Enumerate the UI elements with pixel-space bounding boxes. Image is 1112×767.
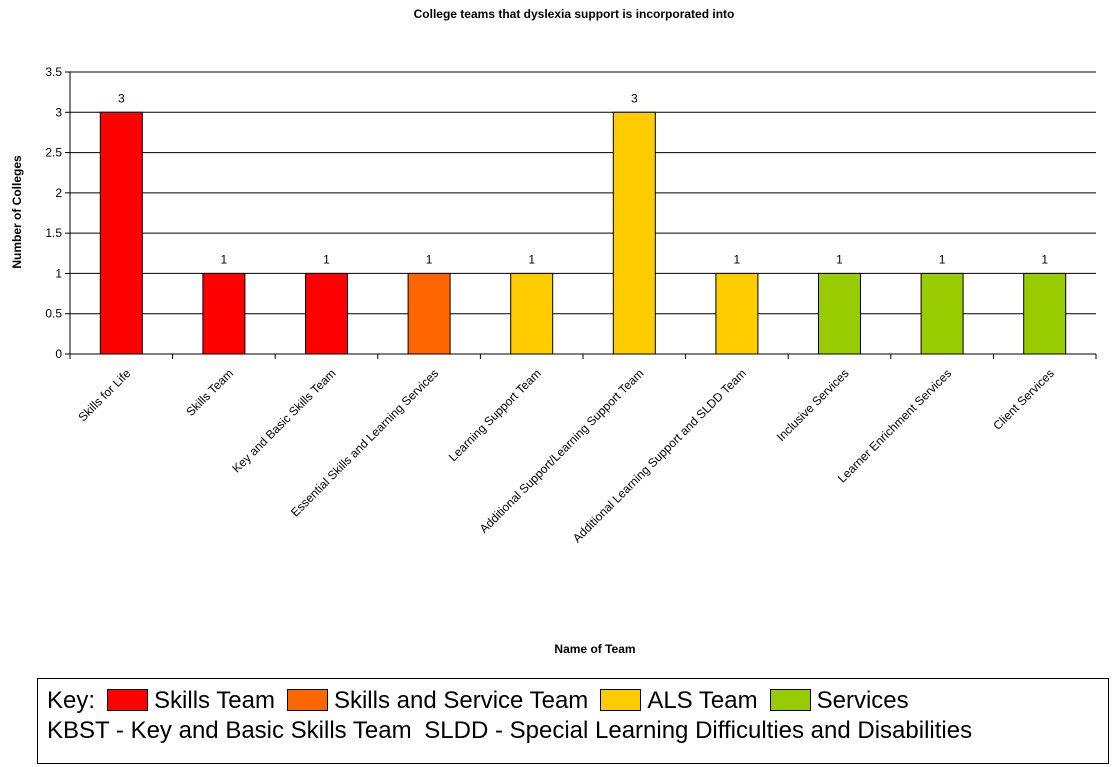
y-tick-label: 2 [55, 186, 62, 200]
legend-notes: KBST - Key and Basic Skills Team SLDD - … [47, 716, 972, 745]
x-tick-label: Additional Learning Support and SLDD Tea… [570, 366, 749, 545]
y-tick-label: 0.5 [45, 307, 62, 321]
bar [715, 272, 759, 355]
bar [99, 111, 143, 355]
x-tick-label: Key and Basic Skills Team [229, 366, 338, 475]
legend-swatch-als-team [600, 688, 642, 711]
bar [612, 111, 656, 355]
x-tick-label: Client Services [990, 366, 1056, 432]
legend-label-services: Services [816, 687, 909, 714]
y-tick-label: 1.5 [45, 226, 62, 240]
legend-swatch-skills-team [107, 688, 149, 711]
legend-swatch-services [769, 688, 811, 711]
legend-label-skills-team: Skills Team [154, 687, 275, 714]
data-label: 1 [734, 252, 741, 266]
legend-row: Key: Skills Team Skills and Service Team… [47, 686, 909, 715]
legend-swatch-skills-and-service-team [286, 688, 328, 711]
legend-note-sldd: SLDD - Special Learning Difficulties and… [424, 717, 973, 744]
bar [818, 272, 861, 355]
legend-label-skills-and-service-team: Skills and Service Team [333, 687, 589, 714]
axes [69, 72, 1096, 355]
y-tick-label: 2.5 [45, 146, 62, 160]
data-label: 1 [1041, 252, 1048, 266]
chart-title: College teams that dyslexia support is i… [414, 7, 735, 21]
y-tick-label: 3.5 [45, 65, 62, 79]
data-label: 1 [836, 252, 843, 266]
x-tick-label: Inclusive Services [774, 366, 852, 444]
y-axis-ticks: 0 0.5 1 1.5 2 2.5 3 3.5 [45, 65, 70, 361]
bars [99, 111, 1067, 355]
y-tick-label: 3 [55, 105, 62, 119]
y-tick-label: 0 [55, 347, 62, 361]
data-labels: 3 1 1 1 1 3 1 1 1 1 [118, 91, 1048, 266]
x-tick-label: Learner Enrichment Services [835, 366, 954, 485]
bar [407, 272, 451, 355]
data-label: 1 [528, 252, 535, 266]
x-tick-label: Learning Support Team [446, 366, 544, 464]
x-tick-label: Additional Support/Learning Support Team [477, 366, 647, 536]
bar [202, 272, 246, 355]
legend-label-als-team: ALS Team [647, 687, 758, 714]
data-label: 3 [631, 91, 638, 105]
legend-box: Key: Skills Team Skills and Service Team… [37, 678, 1109, 764]
bar-chart: College teams that dyslexia support is i… [10, 7, 1097, 656]
legend-note-kbst: KBST - Key and Basic Skills Team [47, 717, 412, 744]
bar [305, 272, 348, 355]
y-tick-label: 1 [55, 266, 62, 280]
data-label: 1 [426, 252, 433, 266]
x-tick-label: Skills for Life [75, 366, 133, 424]
legend-title: Key: [47, 687, 96, 714]
y-axis-title: Number of Colleges [10, 155, 24, 269]
data-label: 3 [118, 91, 125, 105]
bar [920, 272, 964, 355]
data-label: 1 [323, 252, 330, 266]
x-tick-label: Skills Team [183, 366, 236, 419]
bar [1023, 272, 1067, 355]
bar [510, 272, 554, 355]
x-axis-title: Name of Team [554, 642, 635, 656]
data-label: 1 [221, 252, 228, 266]
data-label: 1 [939, 252, 946, 266]
